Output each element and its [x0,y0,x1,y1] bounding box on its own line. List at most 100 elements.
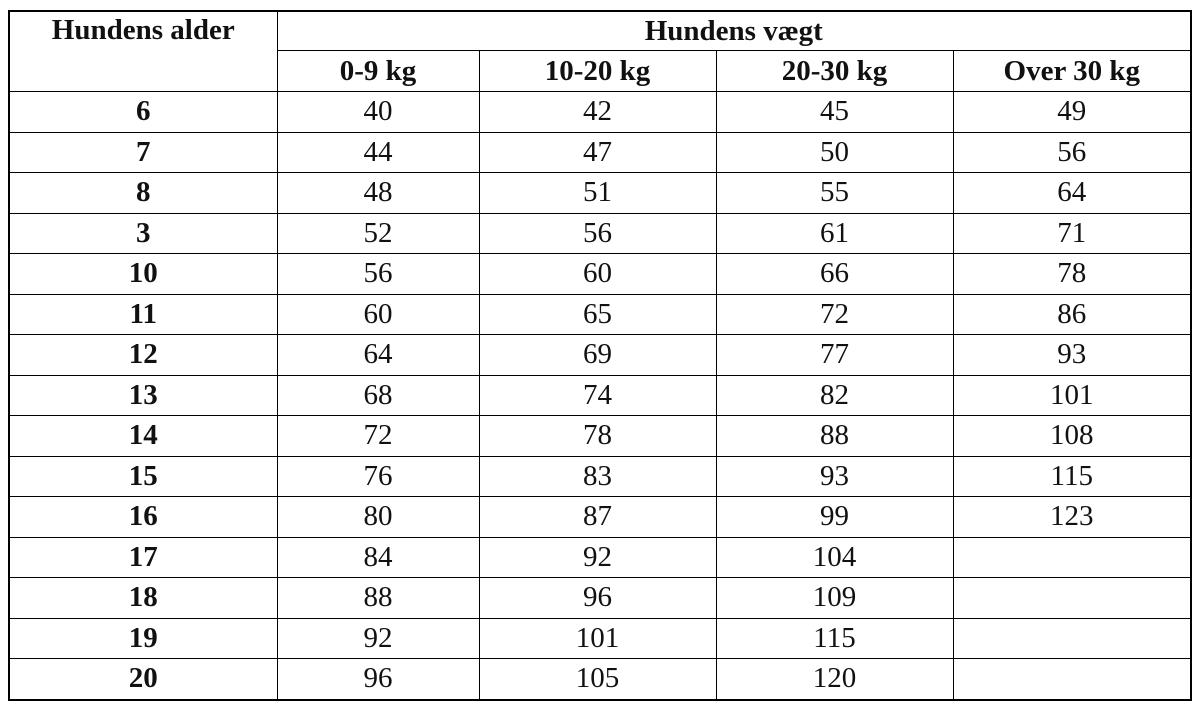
value-cell: 115 [952,455,1192,497]
value-cell: 66 [715,253,954,295]
value-cell: 64 [952,172,1192,214]
value-cell: 49 [952,91,1192,133]
value-cell: 88 [715,415,954,457]
age-cell: 16 [8,496,278,538]
header-row: Hundens alder Hundens vægt [8,10,1192,92]
value-cell: 78 [952,253,1192,295]
table-row: 8 48 51 55 64 [8,172,1192,214]
value-cell: 47 [478,131,717,173]
value-cell: 76 [276,455,480,497]
value-cell: 115 [715,617,954,659]
age-cell: 10 [8,253,278,295]
value-cell: 101 [478,617,717,659]
empty-cell [952,577,1192,619]
table-row: 12 64 69 77 93 [8,334,1192,376]
table-row: 10 56 60 66 78 [8,253,1192,295]
table-row: 18 88 96 109 [8,577,1192,619]
age-cell: 3 [8,212,278,254]
value-cell: 61 [715,212,954,254]
dog-age-table: Hundens alder Hundens vægt 0-9 kg 10-20 k… [8,10,1193,701]
value-cell: 77 [715,334,954,376]
value-cell: 105 [478,658,717,700]
empty-cell [952,658,1192,700]
value-cell: 96 [276,658,480,700]
table-row: 16 80 87 99 123 [8,496,1192,538]
age-cell: 7 [8,131,278,173]
age-cell: 20 [8,658,278,700]
value-cell: 56 [952,131,1192,173]
value-cell: 93 [715,455,954,497]
value-cell: 64 [276,334,480,376]
table-row: 20 96 105 120 [8,658,1192,700]
subheader-row: 0-9 kg 10-20 kg 20-30 kg Over 30 kg [9,50,1192,92]
age-cell: 12 [8,334,278,376]
value-cell: 92 [276,617,480,659]
table-row: 15 76 83 93 115 [8,455,1192,497]
value-cell: 56 [276,253,480,295]
table-row: 11 60 65 72 86 [8,293,1192,335]
empty-cell [952,617,1192,659]
value-cell: 87 [478,496,717,538]
value-cell: 93 [952,334,1192,376]
value-cell: 92 [478,536,717,578]
value-cell: 78 [478,415,717,457]
value-cell: 40 [276,91,480,133]
value-cell: 60 [478,253,717,295]
table-row: 17 84 92 104 [8,536,1192,578]
value-cell: 44 [276,131,480,173]
value-cell: 84 [276,536,480,578]
value-cell: 71 [952,212,1192,254]
weight-column-header: 0-9 kg [276,50,480,92]
value-cell: 109 [715,577,954,619]
age-cell: 6 [8,91,278,133]
value-cell: 72 [715,293,954,335]
value-cell: 74 [478,374,717,416]
weight-column-header: 20-30 kg [715,50,954,92]
value-cell: 42 [478,91,717,133]
age-cell: 11 [8,293,278,335]
value-cell: 48 [276,172,480,214]
value-cell: 56 [478,212,717,254]
age-header: Hundens alder [8,10,278,92]
value-cell: 123 [952,496,1192,538]
table-body: 6 40 42 45 49 7 44 47 50 56 8 48 51 55 64 3 52 56 61 71 10 56… [8,91,1192,700]
empty-cell [952,536,1192,578]
age-cell: 15 [8,455,278,497]
age-cell: 17 [8,536,278,578]
value-cell: 86 [952,293,1192,335]
value-cell: 96 [478,577,717,619]
table-row: 6 40 42 45 49 [8,91,1192,133]
value-cell: 104 [715,536,954,578]
table-row: 13 68 74 82 101 [8,374,1192,416]
age-cell: 8 [8,172,278,214]
age-cell: 18 [8,577,278,619]
weight-header: Hundens vægt [276,10,1192,51]
value-cell: 120 [715,658,954,700]
value-cell: 72 [276,415,480,457]
table-head: Hundens alder Hundens vægt 0-9 kg 10-20 k… [8,10,1192,92]
value-cell: 52 [276,212,480,254]
value-cell: 51 [478,172,717,214]
table-row: 19 92 101 115 [8,617,1192,659]
value-cell: 99 [715,496,954,538]
value-cell: 101 [952,374,1192,416]
weight-column-header: Over 30 kg [952,50,1192,92]
value-cell: 68 [276,374,480,416]
value-cell: 55 [715,172,954,214]
value-cell: 45 [715,91,954,133]
table-row: 14 72 78 88 108 [8,415,1192,457]
age-cell: 13 [8,374,278,416]
value-cell: 80 [276,496,480,538]
value-cell: 82 [715,374,954,416]
value-cell: 60 [276,293,480,335]
weight-column-header: 10-20 kg [478,50,717,92]
table-row: 7 44 47 50 56 [8,131,1192,173]
age-cell: 19 [8,617,278,659]
value-cell: 108 [952,415,1192,457]
value-cell: 65 [478,293,717,335]
value-cell: 69 [478,334,717,376]
table-row: 3 52 56 61 71 [8,212,1192,254]
value-cell: 50 [715,131,954,173]
value-cell: 83 [478,455,717,497]
